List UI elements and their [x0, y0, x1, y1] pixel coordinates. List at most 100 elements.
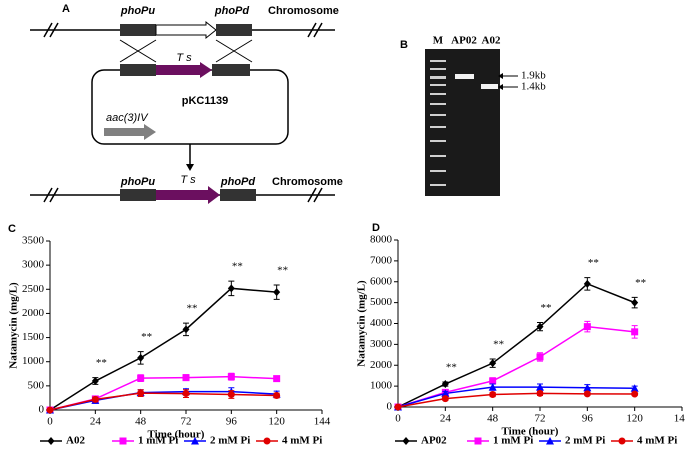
phoPu-box — [120, 64, 156, 76]
gene-label: phoPu — [120, 5, 155, 17]
band — [481, 84, 498, 89]
arrowhead — [498, 73, 503, 79]
x-tick-label: 72 — [535, 413, 546, 425]
significance-label: ** — [541, 302, 552, 314]
series-line — [397, 282, 635, 408]
marker — [227, 284, 235, 293]
marker — [441, 395, 449, 403]
x-tick-label: 0 — [395, 413, 401, 425]
significance-label: ** — [277, 264, 288, 276]
marker — [182, 390, 190, 398]
marker — [631, 298, 639, 307]
y-axis-label: Natamycin (mg/L) — [8, 282, 20, 369]
marker — [137, 389, 145, 397]
y-tick-label: 3000 — [370, 338, 393, 350]
x-tick-label: 96 — [226, 416, 238, 428]
x-tick-label: 48 — [135, 416, 147, 428]
lane-label: AP02 — [451, 35, 477, 47]
phoPd-box — [212, 64, 250, 76]
series-line — [49, 287, 277, 411]
marker — [630, 384, 639, 392]
y-tick-label: 4000 — [370, 317, 393, 329]
legend-label: 1 mM Pi — [493, 435, 533, 447]
panel-label: A — [62, 3, 70, 15]
panel-label: D — [372, 222, 380, 234]
y-tick-label: 1000 — [370, 380, 393, 392]
significance-label: ** — [187, 303, 198, 315]
break-mark — [43, 22, 323, 38]
arrowhead — [186, 164, 194, 171]
y-tick-label: 2500 — [22, 283, 45, 295]
marker — [273, 375, 281, 383]
x-tick-label: 144 — [674, 413, 685, 425]
y-tick-label: 3500 — [22, 235, 45, 247]
band-label: 1.9kb — [521, 70, 546, 82]
ts-arrow — [156, 62, 212, 78]
marker — [583, 390, 591, 398]
marker — [402, 437, 410, 445]
series-line — [49, 392, 277, 411]
marker — [488, 383, 497, 391]
y-tick-label: 0 — [39, 404, 45, 416]
series-line — [397, 392, 635, 408]
panel-label: B — [400, 39, 408, 51]
arrowhead — [498, 84, 503, 90]
y-tick-label: 0 — [387, 401, 393, 413]
marker — [91, 395, 99, 403]
y-tick-label: 500 — [28, 379, 45, 391]
marker — [474, 437, 482, 445]
x-tick-label: 120 — [268, 416, 285, 428]
marker — [227, 391, 235, 399]
marker — [91, 377, 99, 386]
marker — [631, 390, 639, 398]
y-tick-label: 8000 — [370, 234, 393, 246]
marker — [536, 383, 544, 391]
x-tick-label: 0 — [47, 416, 53, 428]
x-axis-label: Time (hour) — [502, 426, 559, 438]
marker — [441, 380, 449, 389]
marker — [441, 389, 450, 397]
marker — [182, 325, 190, 334]
gel-image — [425, 49, 500, 196]
marker — [536, 322, 544, 331]
marker — [263, 437, 271, 445]
significance-label: ** — [588, 257, 599, 269]
legend-label: 4 mM Pi — [282, 435, 322, 447]
band — [455, 74, 474, 79]
legend-label: A02 — [66, 435, 85, 447]
x-tick-label: 120 — [626, 413, 643, 425]
x-tick-label: 48 — [487, 413, 499, 425]
legend-label: 2 mM Pi — [565, 435, 605, 447]
gene-label: phoPd — [214, 5, 249, 17]
resistance-label: aac(3)IV — [106, 112, 149, 124]
x-tick-label: 24 — [440, 413, 452, 425]
marker — [489, 390, 497, 398]
lane-label: A02 — [482, 35, 501, 47]
legend-label: 2 mM Pi — [210, 435, 250, 447]
marker — [137, 374, 145, 382]
gene-label: phoPd — [220, 176, 255, 188]
ladder — [430, 60, 446, 186]
marker — [273, 392, 281, 400]
phoPd-box — [220, 189, 256, 201]
marker — [46, 406, 54, 414]
y-axis-label: Natamycin (mg/L) — [356, 280, 368, 367]
crossover — [119, 39, 253, 63]
marker — [546, 437, 554, 445]
lane-label: M — [433, 35, 444, 47]
phoPd-box — [216, 24, 252, 36]
marker — [119, 437, 127, 445]
marker — [583, 323, 591, 331]
x-tick-label: 72 — [181, 416, 192, 428]
marker — [631, 328, 639, 336]
significance-label: ** — [96, 357, 107, 369]
marker — [618, 437, 626, 445]
x-tick-label: 144 — [314, 416, 331, 428]
chromosome-label: Chromosome — [268, 5, 339, 17]
y-tick-label: 5000 — [370, 296, 393, 308]
marker — [489, 359, 497, 368]
marker — [227, 373, 235, 381]
x-tick-label: 24 — [90, 416, 102, 428]
resistance-arrow — [104, 124, 156, 140]
